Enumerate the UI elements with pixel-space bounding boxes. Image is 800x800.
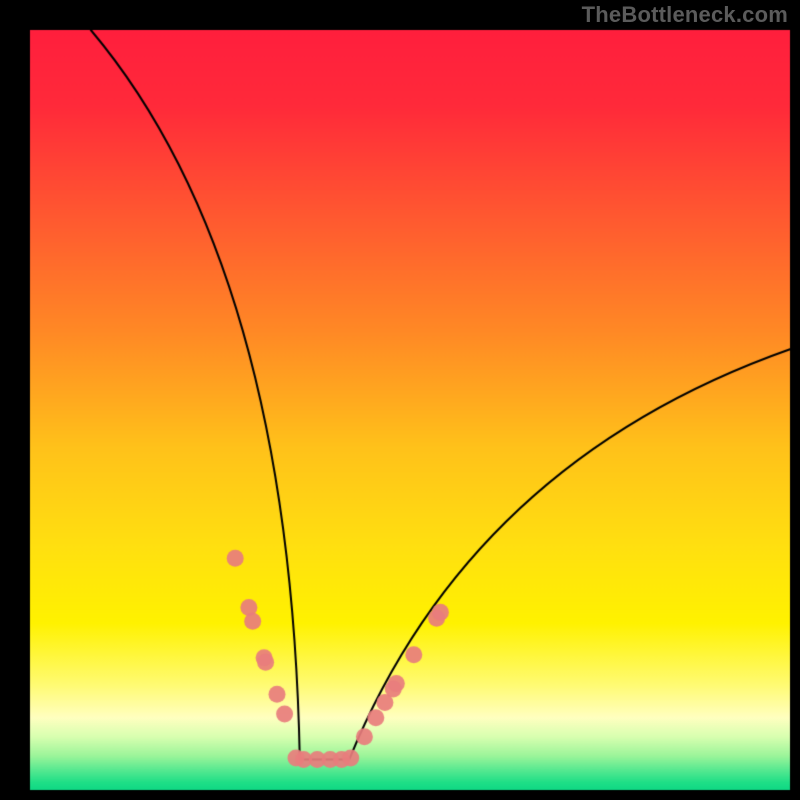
bottleneck-curve-canvas: [0, 0, 800, 800]
chart-stage: TheBottleneck.com: [0, 0, 800, 800]
watermark-text: TheBottleneck.com: [582, 2, 788, 28]
